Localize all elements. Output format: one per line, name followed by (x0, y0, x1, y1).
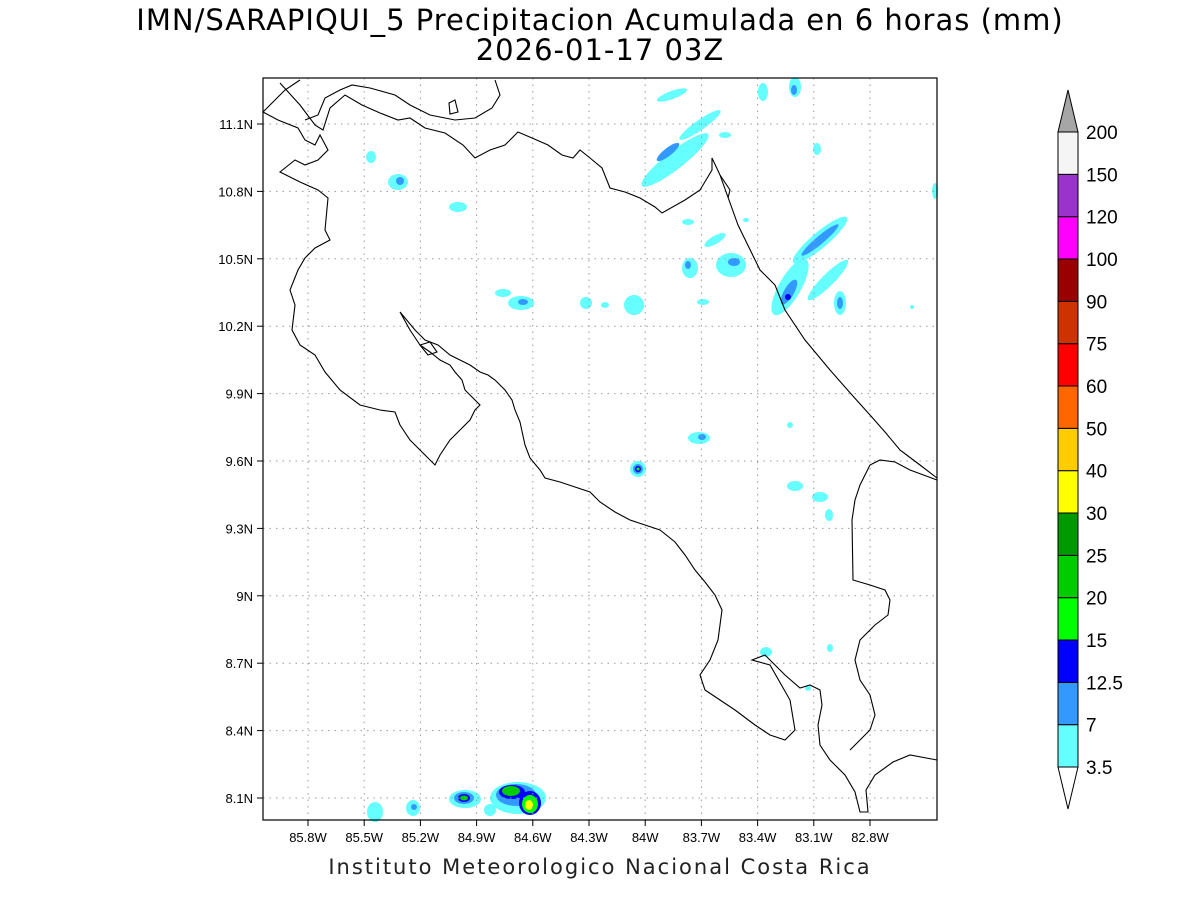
lat-tick-label: 8.7N (226, 656, 253, 671)
colorbar-swatch (1057, 385, 1079, 429)
colorbar-label: 90 (1086, 292, 1107, 313)
colorbar-swatch (1057, 258, 1079, 302)
latitude-axis: 11.1N 10.8N 10.5N 10.2N 9.9N 9.6N 9.3N 9N 8.7N 8.… (218, 117, 263, 806)
colorbar-label: 120 (1086, 208, 1118, 229)
lon-tick-label: 84.6W (514, 830, 552, 845)
lat-tick-label: 8.1N (226, 791, 253, 806)
lat-tick-label: 10.2N (218, 319, 253, 334)
colorbar-label: 60 (1086, 377, 1107, 398)
map-frame (262, 77, 938, 821)
colorbar-swatch (1057, 681, 1079, 726)
colorbar: 3.5 7 12.5 15 20 25 30 40 50 60 75 90 100 120 150 200 (1057, 89, 1123, 810)
lon-tick-label: 83.7W (683, 830, 721, 845)
colorbar-swatch (1057, 512, 1079, 556)
map-date: 2026-01-17 03Z (475, 33, 725, 67)
lat-tick-label: 11.1N (219, 117, 253, 132)
colorbar-swatch (1057, 470, 1079, 514)
lon-tick-label: 84.9W (458, 830, 496, 845)
colorbar-swatch (1057, 639, 1079, 683)
precipitation-field (366, 77, 938, 822)
map-title: IMN/SARAPIQUI_5 Precipitacion Acumulada … (136, 3, 1064, 37)
colorbar-label: 3.5 (1086, 758, 1112, 779)
lon-tick-label: 85.8W (289, 830, 327, 845)
lon-tick-label: 85.5W (345, 830, 383, 845)
lon-tick-label: 85.2W (402, 830, 440, 845)
lat-tick-label: 9.6N (226, 454, 253, 469)
lon-tick-label: 84W (632, 830, 659, 845)
colorbar-label: 20 (1086, 589, 1107, 610)
colorbar-swatch (1057, 216, 1079, 260)
lon-tick-label: 84.3W (570, 830, 608, 845)
colorbar-swatch (1057, 300, 1079, 345)
colorbar-swatch (1057, 173, 1079, 218)
graticule (263, 78, 937, 820)
coastline (262, 79, 938, 813)
colorbar-label: 100 (1086, 250, 1118, 271)
colorbar-label: 25 (1086, 546, 1107, 567)
colorbar-label: 12.5 (1086, 673, 1123, 694)
lat-tick-label: 8.4N (226, 724, 253, 739)
colorbar-label: 75 (1086, 335, 1107, 356)
lat-tick-label: 9.3N (226, 521, 253, 536)
colorbar-label: 15 (1086, 631, 1107, 652)
colorbar-swatch (1057, 131, 1079, 175)
footer-credit: Instituto Meteorologico Nacional Costa R… (328, 855, 872, 879)
colorbar-swatch (1057, 554, 1079, 599)
lon-tick-label: 83.4W (739, 830, 777, 845)
colorbar-label: 7 (1086, 716, 1097, 737)
colorbar-label: 40 (1086, 462, 1107, 483)
lat-tick-label: 10.5N (218, 252, 253, 267)
lat-tick-label: 9.9N (226, 387, 253, 402)
lat-tick-label: 10.8N (218, 184, 253, 199)
lon-tick-label: 82.8W (851, 830, 889, 845)
colorbar-label: 200 (1086, 123, 1118, 144)
colorbar-swatch (1057, 343, 1079, 387)
colorbar-label: 30 (1086, 504, 1107, 525)
colorbar-label: 150 (1086, 165, 1118, 186)
colorbar-swatch (1057, 724, 1079, 768)
colorbar-label: 50 (1086, 419, 1107, 440)
colorbar-swatch (1057, 597, 1079, 641)
lon-tick-label: 83.1W (795, 830, 833, 845)
longitude-axis: 85.8W 85.5W 85.2W 84.9W 84.6W 84.3W 84W 83.7W 83… (289, 820, 890, 845)
lat-tick-label: 9N (236, 589, 253, 604)
colorbar-swatch (1057, 427, 1079, 472)
